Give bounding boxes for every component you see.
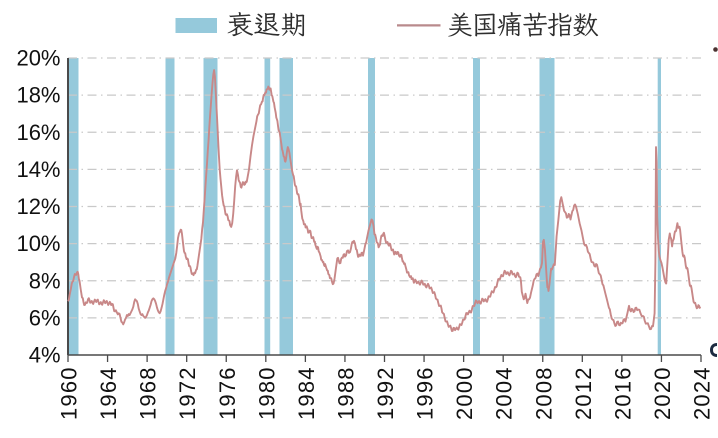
svg-text:2004: 2004 [492,366,517,420]
svg-text:2024: 2024 [690,366,715,420]
svg-text:16%: 16% [16,120,60,145]
svg-text:1980: 1980 [254,366,279,420]
svg-text:1964: 1964 [96,366,121,420]
svg-text:2008: 2008 [531,366,556,420]
svg-text:8%: 8% [29,268,61,293]
svg-text:14%: 14% [16,157,60,182]
svg-text:6%: 6% [29,305,61,330]
svg-text:20%: 20% [16,46,60,71]
svg-text:18%: 18% [16,83,60,108]
svg-text:1988: 1988 [333,366,358,420]
svg-text:1968: 1968 [136,366,161,420]
svg-text:2000: 2000 [452,366,477,420]
svg-text:1984: 1984 [294,366,319,420]
svg-text:12%: 12% [16,194,60,219]
svg-text:2012: 2012 [571,366,596,420]
svg-text:4%: 4% [29,343,61,368]
svg-text:1996: 1996 [413,366,438,420]
svg-text:2016: 2016 [610,366,635,420]
svg-text:2020: 2020 [650,366,675,420]
svg-text:10%: 10% [16,231,60,256]
svg-text:1992: 1992 [373,366,398,420]
svg-text:1976: 1976 [215,366,240,420]
svg-text:1972: 1972 [175,366,200,420]
svg-text:1960: 1960 [57,366,82,420]
